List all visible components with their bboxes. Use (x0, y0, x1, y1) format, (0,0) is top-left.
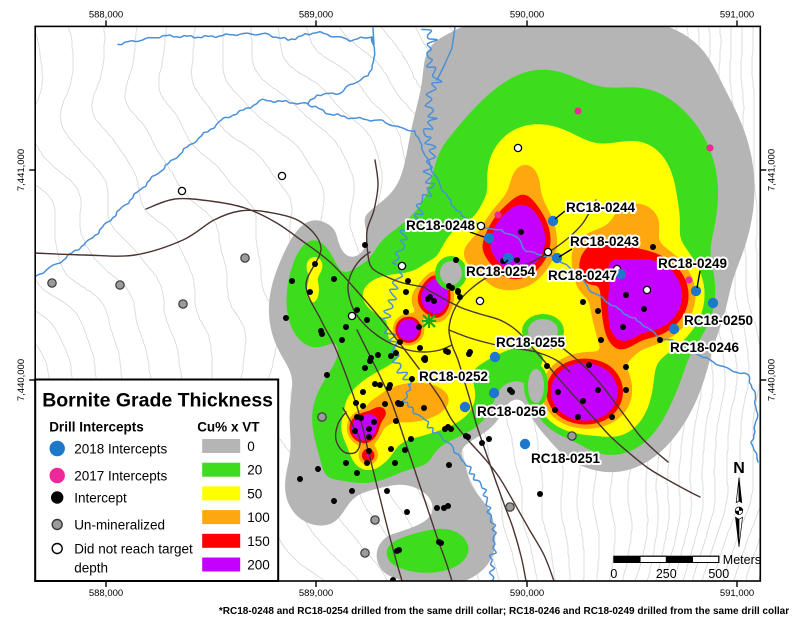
svg-text:RC18-0249: RC18-0249 (658, 256, 727, 271)
svg-text:7,441,000: 7,441,000 (766, 149, 777, 191)
svg-text:7,440,000: 7,440,000 (16, 359, 27, 401)
svg-text:Intercept: Intercept (74, 491, 127, 506)
svg-text:588,000: 588,000 (89, 588, 123, 599)
svg-text:RC18-0254: RC18-0254 (466, 264, 536, 279)
svg-text:depth: depth (74, 561, 108, 576)
svg-text:591,000: 591,000 (720, 588, 754, 599)
svg-text:588,000: 588,000 (89, 9, 123, 20)
svg-text:RC18-0246: RC18-0246 (670, 340, 740, 355)
svg-text:50: 50 (247, 486, 262, 501)
svg-text:250: 250 (656, 567, 677, 581)
svg-text:RC18-0248: RC18-0248 (406, 218, 476, 233)
svg-text:2017 Intercepts: 2017 Intercepts (74, 469, 167, 484)
svg-text:590,000: 590,000 (510, 588, 544, 599)
svg-text:RC18-0256: RC18-0256 (477, 404, 547, 419)
svg-text:*RC18-0248 and RC18-0254 drill: *RC18-0248 and RC18-0254 drilled from th… (219, 606, 789, 617)
svg-text:Bornite Grade Thickness: Bornite Grade Thickness (42, 390, 273, 412)
svg-text:200: 200 (247, 558, 270, 573)
svg-text:0: 0 (247, 439, 255, 454)
svg-text:Un-mineralized: Un-mineralized (74, 518, 165, 533)
svg-text:Cu% x VT: Cu% x VT (197, 420, 260, 435)
svg-text:0: 0 (610, 567, 617, 581)
svg-text:500: 500 (708, 567, 729, 581)
svg-text:RC18-0252: RC18-0252 (419, 369, 488, 384)
svg-text:Drill Intercepts: Drill Intercepts (49, 420, 144, 435)
svg-text:RC18-0251: RC18-0251 (531, 451, 601, 466)
svg-text:RC18-0250: RC18-0250 (684, 313, 753, 328)
svg-text:7,440,000: 7,440,000 (766, 359, 777, 401)
svg-text:N: N (733, 460, 745, 477)
svg-text:20: 20 (247, 463, 262, 478)
svg-text:RC18-0247: RC18-0247 (548, 268, 617, 283)
svg-text:589,000: 589,000 (299, 9, 333, 20)
svg-text:591,000: 591,000 (720, 9, 754, 20)
svg-text:RC18-0255: RC18-0255 (496, 335, 566, 350)
svg-text:Did not reach target: Did not reach target (74, 542, 193, 557)
svg-text:RC18-0244: RC18-0244 (566, 200, 636, 215)
svg-text:100: 100 (247, 510, 270, 525)
svg-text:Meters: Meters (723, 553, 761, 567)
svg-text:589,000: 589,000 (299, 588, 333, 599)
svg-text:2018 Intercepts: 2018 Intercepts (74, 442, 167, 457)
svg-text:7,441,000: 7,441,000 (16, 149, 27, 191)
svg-text:RC18-0243: RC18-0243 (570, 234, 640, 249)
svg-text:590,000: 590,000 (510, 9, 544, 20)
svg-text:150: 150 (247, 534, 270, 549)
